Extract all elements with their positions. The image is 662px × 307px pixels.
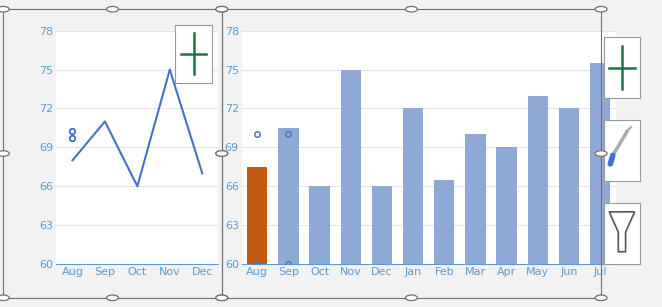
Bar bbox=[496, 147, 517, 264]
Bar bbox=[528, 95, 548, 264]
Bar bbox=[372, 186, 392, 264]
Bar bbox=[465, 134, 485, 264]
Bar bbox=[559, 108, 579, 264]
Bar bbox=[403, 108, 423, 264]
Bar bbox=[340, 70, 361, 264]
Bar bbox=[247, 167, 267, 264]
Bar bbox=[278, 128, 299, 264]
Bar bbox=[309, 186, 330, 264]
Bar bbox=[434, 180, 454, 264]
Bar bbox=[590, 63, 610, 264]
